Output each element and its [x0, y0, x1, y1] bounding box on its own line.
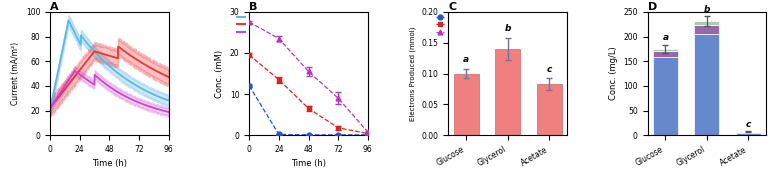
Bar: [495, 49, 520, 135]
Text: a: a: [464, 55, 469, 64]
Bar: [736, 132, 761, 133]
Bar: [537, 84, 561, 135]
Y-axis label: Current (mA/m²): Current (mA/m²): [12, 42, 20, 105]
Bar: [653, 49, 678, 51]
Text: C: C: [448, 2, 457, 12]
X-axis label: Time (h): Time (h): [92, 160, 127, 168]
Bar: [454, 74, 479, 135]
Text: c: c: [547, 65, 552, 74]
Y-axis label: Conc. (mg/L): Conc. (mg/L): [609, 47, 618, 100]
Text: c: c: [745, 120, 751, 129]
Bar: [695, 25, 719, 34]
X-axis label: Time (h): Time (h): [291, 160, 326, 168]
Legend: Glucose, Glycerol, Acetate: Glucose, Glycerol, Acetate: [434, 13, 477, 37]
Y-axis label: Electrons Produced (mmol): Electrons Produced (mmol): [410, 26, 416, 121]
Text: D: D: [648, 2, 657, 12]
Bar: [653, 57, 678, 135]
Text: a: a: [662, 33, 668, 42]
Legend: Glucose, Glycerol, Acetate: Glucose, Glycerol, Acetate: [235, 13, 278, 37]
Bar: [695, 21, 719, 25]
Bar: [653, 51, 678, 57]
Text: b: b: [504, 24, 511, 33]
Text: A: A: [50, 2, 59, 12]
Text: b: b: [704, 5, 710, 14]
Bar: [695, 34, 719, 135]
Bar: [736, 133, 761, 135]
Text: B: B: [249, 2, 258, 12]
Y-axis label: Conc. (mM): Conc. (mM): [215, 50, 224, 98]
